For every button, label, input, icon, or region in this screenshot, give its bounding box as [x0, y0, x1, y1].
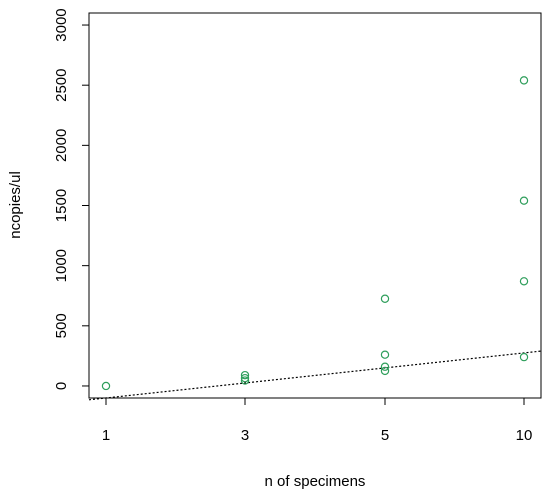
y-tick-label: 1000: [53, 249, 70, 282]
data-point: [519, 76, 529, 85]
x-axis: 1 3 5 10: [102, 398, 533, 444]
trendline-layer: [88, 350, 542, 401]
data-point: [101, 381, 111, 391]
data-point: [240, 376, 250, 385]
y-tick-label: 2500: [53, 69, 70, 102]
data-point: [380, 294, 390, 303]
y-tick-label: 0: [53, 382, 70, 390]
data-point: [519, 277, 529, 286]
y-axis: 0 500 1000 1500 2000 2500 3000: [53, 8, 89, 390]
x-tick-label: 5: [381, 427, 389, 444]
plot-frame: [88, 12, 542, 399]
y-axis-title: ncopies/ul: [7, 171, 24, 239]
x-tick-label: 10: [516, 427, 533, 444]
data-point: [519, 196, 529, 205]
x-tick-label: 1: [102, 427, 110, 444]
points-layer: [101, 76, 529, 391]
y-tick-label: 500: [53, 313, 70, 338]
data-point: [380, 362, 390, 371]
y-tick-label: 1500: [53, 189, 70, 222]
y-tick-label: 3000: [53, 8, 70, 41]
plot-area: 1 3 5 10 0 500 1000 1500 2000 2500 3000: [53, 8, 542, 444]
x-tick-label: 3: [241, 427, 249, 444]
x-axis-title: n of specimens: [265, 473, 366, 490]
data-point: [519, 352, 529, 362]
data-point: [240, 373, 250, 383]
data-point: [240, 370, 250, 380]
y-tick-label: 2000: [53, 129, 70, 162]
trendline: [88, 350, 542, 401]
data-point: [380, 350, 390, 359]
data-point: [380, 366, 390, 376]
